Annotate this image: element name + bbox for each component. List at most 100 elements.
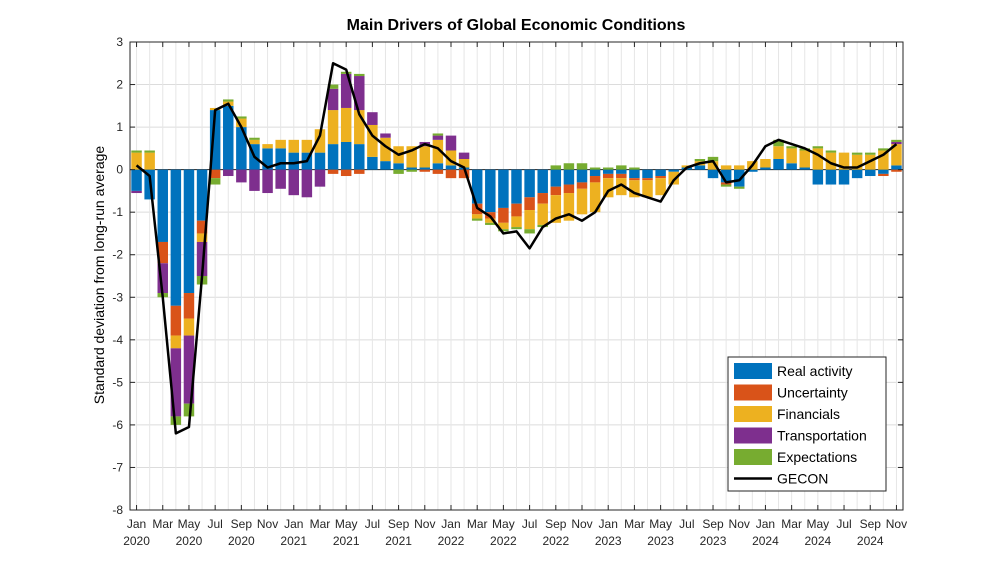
x-tick-label-month: Jul	[207, 517, 222, 531]
bar-segment	[550, 165, 562, 170]
legend-box	[727, 356, 887, 492]
bar-segment	[144, 152, 155, 170]
bar-segment	[170, 169, 182, 306]
bar-segment	[865, 169, 876, 177]
bar-segment	[589, 176, 601, 183]
bar-segment	[576, 182, 588, 189]
bar-segment	[327, 169, 339, 174]
bar-segment	[445, 169, 457, 179]
bar-segment	[498, 169, 509, 208]
bar-segment	[314, 129, 326, 153]
bar-segment	[760, 159, 771, 168]
bar-segment	[196, 233, 208, 242]
bar-segment	[327, 88, 339, 111]
bar-segment	[354, 76, 365, 111]
bar-segment	[602, 167, 614, 170]
bar-segment	[406, 146, 417, 168]
bar-segment	[327, 144, 339, 170]
y-tick-label: 2	[116, 78, 123, 92]
bar-segment	[432, 163, 444, 170]
bar-segment	[471, 169, 483, 204]
x-tick-label-month: Mar	[781, 517, 802, 531]
y-tick-label: -1	[112, 205, 123, 219]
y-tick-label: -2	[112, 248, 123, 262]
bar-segment	[196, 220, 208, 234]
bar-segment	[629, 167, 640, 170]
bar-segment	[537, 203, 548, 225]
x-tick-label-year: 2023	[700, 534, 727, 548]
bar-segment	[642, 169, 653, 179]
bar-segment	[275, 169, 286, 189]
bar-segment	[380, 137, 391, 162]
x-tick-label-year: 2021	[385, 534, 412, 548]
x-tick-label-month: Sep	[860, 517, 882, 531]
bar-segment	[602, 169, 614, 174]
bar-segment	[629, 178, 640, 181]
bar-segment	[157, 263, 168, 294]
x-tick-label-year: 2022	[542, 534, 569, 548]
legend-label: Transportation	[777, 428, 867, 444]
bar-segment	[340, 169, 352, 177]
bar-segment	[589, 169, 601, 177]
bar-segment	[589, 182, 601, 213]
bar-segment	[223, 105, 234, 170]
bar-segment	[511, 203, 522, 217]
axes-frame	[129, 41, 904, 511]
x-tick-label-month: May	[178, 517, 201, 531]
bar-segment	[131, 190, 142, 194]
bar-segment	[707, 156, 719, 162]
bar-segment	[576, 169, 588, 183]
bar-segment	[196, 169, 208, 221]
gecon-line	[135, 62, 898, 435]
bar-segment	[629, 169, 640, 179]
bar-segment	[354, 73, 365, 77]
y-tick-label: -8	[112, 503, 123, 517]
bar-segment	[511, 169, 522, 204]
x-tick-label-month: May	[649, 517, 672, 531]
bar-segment	[891, 139, 902, 142]
x-tick-label-year: 2022	[438, 534, 465, 548]
bar-segment	[196, 241, 208, 276]
bar-segment	[209, 110, 221, 170]
x-tick-label-year: 2022	[490, 534, 517, 548]
bar-segment	[327, 84, 339, 89]
bar-segment	[340, 107, 352, 142]
bar-segment	[537, 169, 548, 194]
x-tick-label-month: Jul	[522, 517, 537, 531]
bar-segment	[354, 169, 365, 174]
legend-label: Uncertainty	[777, 385, 848, 401]
bar-segment	[773, 159, 784, 170]
bar-segment	[445, 150, 457, 166]
bar-segment	[288, 139, 300, 153]
bar-segment	[668, 169, 679, 172]
bar-segment	[668, 171, 679, 185]
bar-segment	[550, 186, 562, 196]
bar-segment	[340, 73, 352, 108]
bar-segment	[249, 139, 260, 145]
bar-segment	[838, 152, 850, 170]
bar-segment	[131, 150, 142, 153]
bar-segment	[458, 152, 470, 159]
x-tick-label-month: Mar	[624, 517, 645, 531]
bar-segment	[786, 148, 797, 164]
legend-swatch	[734, 427, 772, 444]
bar-segment	[209, 178, 221, 185]
x-tick-label-year: 2024	[752, 534, 779, 548]
bar-segment	[629, 180, 640, 198]
legend-swatch	[734, 384, 772, 401]
bar-segment	[865, 152, 876, 155]
bar-segment	[720, 184, 732, 187]
bar-segment	[340, 141, 352, 170]
x-tick-label-month: Jan	[756, 517, 775, 531]
bar-segment	[537, 193, 548, 204]
y-tick-label: 3	[116, 35, 123, 49]
bar-segment	[183, 169, 195, 294]
bar-segment	[183, 403, 195, 417]
x-tick-label-year: 2020	[123, 534, 150, 548]
bar-segment	[223, 99, 234, 102]
bar-segment	[878, 148, 889, 151]
bar-segment	[851, 154, 863, 170]
bar-segment	[733, 186, 745, 189]
